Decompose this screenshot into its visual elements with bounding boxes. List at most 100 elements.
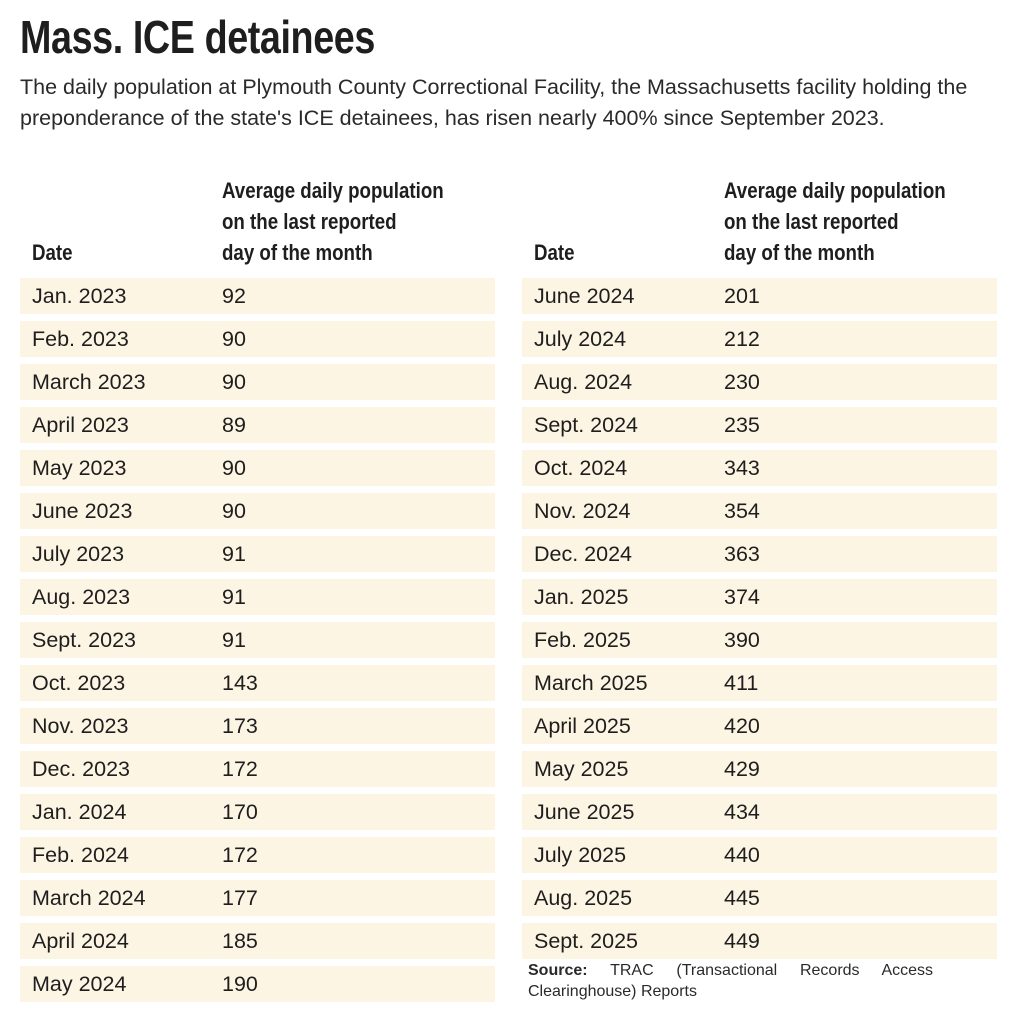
population-cell: 190 xyxy=(222,972,258,996)
population-cell: 91 xyxy=(222,542,246,566)
header-population-line-0-0: Average daily population xyxy=(222,178,444,203)
population-cell: 411 xyxy=(724,671,759,695)
table-row: Nov. 2024 354 xyxy=(522,493,997,529)
page-title: Mass. ICE detainees xyxy=(20,11,375,63)
date-cell: Aug. 2023 xyxy=(32,585,131,609)
date-cell: May 2025 xyxy=(534,757,629,781)
date-cell: June 2023 xyxy=(32,499,133,523)
table-row: June 2025 434 xyxy=(522,794,997,830)
table-row: Feb. 2025 390 xyxy=(522,622,997,658)
date-cell: Nov. 2024 xyxy=(534,499,631,523)
table-row: June 2024 201 xyxy=(522,278,997,314)
population-cell: 89 xyxy=(222,413,246,437)
date-cell: Sept. 2023 xyxy=(32,628,137,652)
table-row: July 2025 440 xyxy=(522,837,997,873)
table-row: Aug. 2025 445 xyxy=(522,880,997,916)
table-row: Aug. 2023 91 xyxy=(20,579,495,615)
date-cell: May 2024 xyxy=(32,972,127,996)
date-cell: July 2023 xyxy=(32,542,125,566)
population-cell: 90 xyxy=(222,456,246,480)
table-row: July 2024 212 xyxy=(522,321,997,357)
table-row: April 2025 420 xyxy=(522,708,997,744)
date-cell: May 2023 xyxy=(32,456,127,480)
table-row: Dec. 2024 363 xyxy=(522,536,997,572)
table-row: Nov. 2023 173 xyxy=(20,708,495,744)
date-cell: Feb. 2024 xyxy=(32,843,129,867)
population-cell: 212 xyxy=(724,327,760,351)
date-cell: Dec. 2024 xyxy=(534,542,633,566)
header-date-1: Date xyxy=(534,240,575,265)
table-row: Oct. 2024 343 xyxy=(522,450,997,486)
population-cell: 177 xyxy=(222,886,258,910)
population-cell: 363 xyxy=(724,542,760,566)
date-cell: Dec. 2023 xyxy=(32,757,131,781)
population-cell: 91 xyxy=(222,585,246,609)
date-cell: April 2023 xyxy=(32,413,129,437)
date-cell: July 2025 xyxy=(534,843,627,867)
table-row: Jan. 2023 92 xyxy=(20,278,495,314)
population-cell: 235 xyxy=(724,413,760,437)
population-cell: 390 xyxy=(724,628,760,652)
population-cell: 440 xyxy=(724,843,760,867)
header-population-line-0-2: day of the month xyxy=(222,240,373,265)
population-cell: 434 xyxy=(724,800,760,824)
population-cell: 429 xyxy=(724,757,760,781)
table-row: Sept. 2024 235 xyxy=(522,407,997,443)
population-cell: 172 xyxy=(222,843,258,867)
population-cell: 170 xyxy=(222,800,258,824)
population-cell: 420 xyxy=(724,714,760,738)
date-cell: Aug. 2025 xyxy=(534,886,633,910)
date-cell: Jan. 2025 xyxy=(534,585,629,609)
date-cell: Sept. 2024 xyxy=(534,413,639,437)
header-population-line-1-0: Average daily population xyxy=(724,178,946,203)
table-row: Aug. 2024 230 xyxy=(522,364,997,400)
table-row: Feb. 2023 90 xyxy=(20,321,495,357)
date-cell: Sept. 2025 xyxy=(534,929,639,953)
date-cell: Oct. 2024 xyxy=(534,456,628,480)
date-cell: Feb. 2025 xyxy=(534,628,631,652)
table-row: Oct. 2023 143 xyxy=(20,665,495,701)
table-row: Sept. 2025 449 xyxy=(522,923,997,959)
date-cell: March 2024 xyxy=(32,886,146,910)
date-cell: Oct. 2023 xyxy=(32,671,126,695)
date-cell: Feb. 2023 xyxy=(32,327,129,351)
population-cell: 172 xyxy=(222,757,258,781)
header-population-line-1-2: day of the month xyxy=(724,240,875,265)
population-cell: 91 xyxy=(222,628,246,652)
subtitle: The daily population at Plymouth County … xyxy=(20,75,968,130)
table-row: June 2023 90 xyxy=(20,493,495,529)
table-row: May 2024 190 xyxy=(20,966,495,1002)
header-population-line-1-1: on the last reported xyxy=(724,209,899,234)
table-row: April 2023 89 xyxy=(20,407,495,443)
table-row: May 2023 90 xyxy=(20,450,495,486)
population-cell: 374 xyxy=(724,585,760,609)
date-cell: March 2025 xyxy=(534,671,648,695)
date-cell: Nov. 2023 xyxy=(32,714,129,738)
table-row: April 2024 185 xyxy=(20,923,495,959)
table-row: Jan. 2024 170 xyxy=(20,794,495,830)
table-row: Sept. 2023 91 xyxy=(20,622,495,658)
date-cell: March 2023 xyxy=(32,370,146,394)
header-population-line-0-1: on the last reported xyxy=(222,209,397,234)
table-row: March 2025 411 xyxy=(522,665,997,701)
header-date-0: Date xyxy=(32,240,73,265)
table-row: May 2025 429 xyxy=(522,751,997,787)
table-row: Jan. 2025 374 xyxy=(522,579,997,615)
population-cell: 449 xyxy=(724,929,760,953)
population-cell: 173 xyxy=(222,714,258,738)
population-cell: 343 xyxy=(724,456,760,480)
source-text: TRAC (Transactional Records Access Clear… xyxy=(528,962,934,1000)
date-cell: April 2025 xyxy=(534,714,631,738)
population-cell: 90 xyxy=(222,327,246,351)
population-cell: 354 xyxy=(724,499,760,523)
table-row: July 2023 91 xyxy=(20,536,495,572)
population-cell: 201 xyxy=(724,284,760,308)
population-cell: 92 xyxy=(222,284,246,308)
date-cell: Jan. 2024 xyxy=(32,800,127,824)
table-row: Dec. 2023 172 xyxy=(20,751,495,787)
source-note: Source: TRAC (Transactional Records Acce… xyxy=(528,960,933,1002)
population-cell: 445 xyxy=(724,886,760,910)
population-cell: 90 xyxy=(222,499,246,523)
date-cell: June 2025 xyxy=(534,800,635,824)
population-cell: 143 xyxy=(222,671,258,695)
